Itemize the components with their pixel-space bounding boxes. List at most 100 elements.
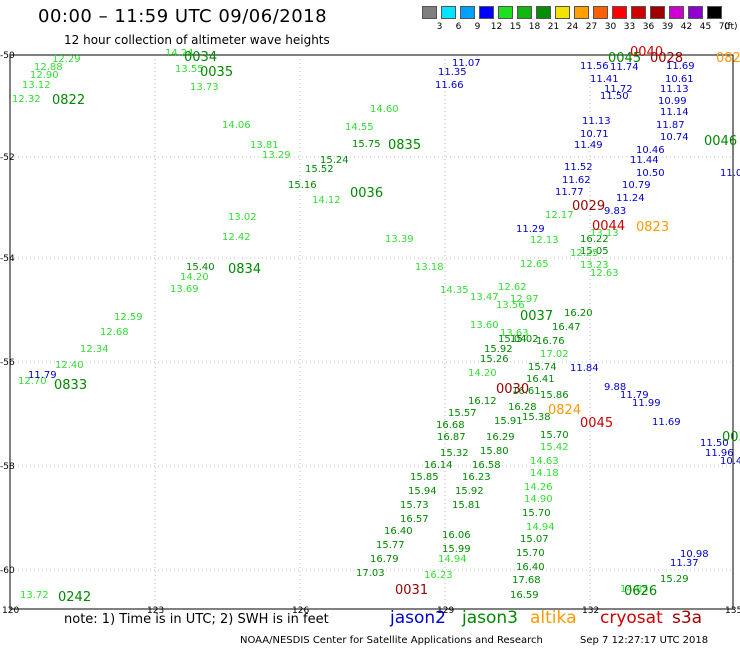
wave-height-reading: 12.59 [114,312,143,323]
color-scale-swatch [441,6,456,19]
wave-height-reading: 16.47 [552,322,581,333]
wave-height-reading: 9.88 [604,382,626,393]
color-scale-swatch [517,6,532,19]
wave-height-reading: 15.57 [448,408,477,419]
latitude-label: -56 [0,358,15,368]
lon-axis: 120 123 126 129 132 135 [2,606,740,616]
latitude-label: -60 [0,566,15,576]
wave-height-reading: 11.56 [580,61,609,72]
wave-height-reading: 15.07 [520,534,549,545]
wave-height-reading: 14.60 [370,104,399,115]
wave-height-reading: 12.29 [52,54,81,65]
wave-height-reading: 11.87 [656,120,685,131]
color-scale-swatch [612,6,627,19]
wave-height-reading: 12.25 [570,248,599,259]
wave-height-reading: 12.97 [510,294,539,305]
color-scale-swatch [536,6,551,19]
wave-height-reading: 14.94 [526,522,555,533]
wave-height-reading: 16.58 [472,460,501,471]
color-scale-label: 30 [604,22,617,32]
wave-height-reading: 11.84 [570,363,599,374]
color-scale-swatch [688,6,703,19]
satellite-legend-cryosat: cryosat [600,608,663,628]
wave-height-reading: 15.92 [455,486,484,497]
pass-time-label: 0030 [496,382,529,397]
wave-height-reading: 16.40 [384,526,413,537]
wave-height-reading: 11.13 [660,84,689,95]
wave-height-reading: 10.71 [580,129,609,140]
pass-time-label: 0833 [54,378,87,393]
longitude-label: 135 [725,606,740,616]
wave-height-reading: 14.55 [345,122,374,133]
wave-height-reading: 11.50 [700,438,729,449]
wave-height-reading: 16.41 [526,374,555,385]
wave-height-reading: 13.69 [170,284,199,295]
wave-height-reading: 17.03 [356,568,385,579]
pass-time-label: 0028 [650,51,683,66]
wave-height-reading: 15.38 [522,412,551,423]
pass-time-label: 0034 [184,50,217,65]
wave-height-reading: 10.61 [665,74,694,85]
color-scale-swatch [479,6,494,19]
latitude-label: -50 [0,51,15,61]
wave-height-reading: 12.40 [55,360,84,371]
wave-height-reading: 10.99 [658,96,687,107]
wave-height-reading: 15.74 [528,362,557,373]
wave-height-reading: 11.62 [562,175,591,186]
wave-height-reading: 15.99 [442,544,471,555]
wave-height-reading: 16.40 [516,562,545,573]
pass-time-label: 0822 [52,93,85,108]
wave-height-reading: 11.96 [705,448,734,459]
wave-height-reading: 16.57 [400,514,429,525]
wave-height-reading: 14.12 [312,195,341,206]
latitude-label: -58 [0,462,15,472]
wave-height-reading: 15.92 [484,344,513,355]
satellite-legend-jason2: jason2 [390,608,446,628]
wave-height-reading: 15.32 [440,448,469,459]
wave-height-reading: 11.35 [438,67,467,78]
wave-height-reading: 16.23 [424,570,453,581]
color-scale-label: 18 [528,22,541,32]
wave-height-reading: 10.79 [622,180,651,191]
pass-time-label: 0037 [520,309,553,324]
wave-height-reading: 10.42 [720,456,740,467]
wave-height-reading: 11.66 [435,80,464,91]
pass-time-label: 0824 [548,403,581,418]
color-scale-label: 45 [699,22,712,32]
color-scale-label: 42 [680,22,693,32]
wave-height-reading: 12.17 [545,210,574,221]
wave-height-reading: 14.18 [530,468,559,479]
wave-height-reading: 16.20 [564,308,593,319]
wave-height-reading: 16.59 [510,590,539,601]
wave-height-reading: 14.20 [468,368,497,379]
wave-height-reading: 15.16 [288,180,317,191]
pass-time-label: 0046 [704,134,737,149]
wave-height-reading: 11.69 [652,417,681,428]
color-scale-label: 6 [455,22,462,32]
wave-height-reading: 12.90 [30,70,59,81]
color-scale-label: 36 [642,22,655,32]
pass-time-label: 0035 [200,65,233,80]
pass-time-label: 0834 [228,262,261,277]
wave-height-reading: 15.26 [480,354,509,365]
wave-height-reading: 13.73 [190,82,219,93]
pass-time-label: 0038 [722,430,740,445]
wave-height-reading: 14.06 [222,120,251,131]
color-scale-swatch [498,6,513,19]
wave-height-reading: 16.87 [437,432,466,443]
wave-height-reading: 15.80 [480,446,509,457]
wave-height-reading: 12.88 [34,62,63,73]
wave-height-reading: 12.70 [18,376,47,387]
color-scale-label: 12 [490,22,503,32]
wave-height-reading: 11.24 [616,193,645,204]
graticule [10,55,733,609]
wave-height-reading: 13.18 [415,262,444,273]
wave-height-reading: 12.13 [530,235,559,246]
wave-height-reading: 13.72 [20,590,49,601]
wave-height-reading: 12.68 [100,327,129,338]
wave-height-reading: 16.22 [580,234,609,245]
wave-height-reading: 14.90 [524,494,553,505]
wave-height-reading: 13.56 [496,300,525,311]
wave-height-reading: 10.98 [680,549,709,560]
